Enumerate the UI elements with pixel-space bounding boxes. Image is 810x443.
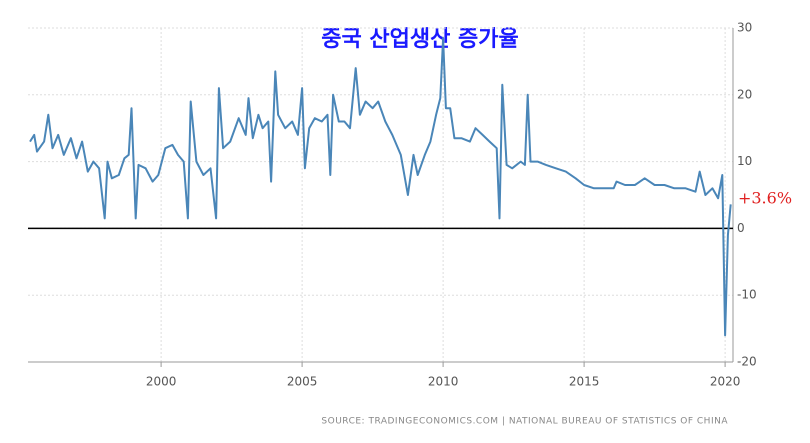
- y-tick-label: -20: [737, 355, 757, 369]
- x-tick-label: 2020: [710, 375, 741, 389]
- value-annotation: +3.6%: [738, 189, 792, 208]
- y-tick-label: 30: [737, 21, 752, 35]
- chart-title: 중국 산업생산 증가율: [321, 26, 518, 52]
- y-tick-label: 10: [737, 154, 752, 168]
- x-tick-label: 2005: [287, 375, 318, 389]
- x-tick-label: 2000: [146, 375, 177, 389]
- y-tick-label: -10: [737, 288, 757, 302]
- y-tick-label: 0: [737, 221, 745, 235]
- data-line: [29, 37, 732, 337]
- source-note: SOURCE: TRADINGECONOMICS.COM | NATIONAL …: [321, 417, 728, 427]
- x-tick-label: 2010: [428, 375, 459, 389]
- x-tick-label: 2015: [569, 375, 600, 389]
- y-tick-label: 20: [737, 87, 752, 101]
